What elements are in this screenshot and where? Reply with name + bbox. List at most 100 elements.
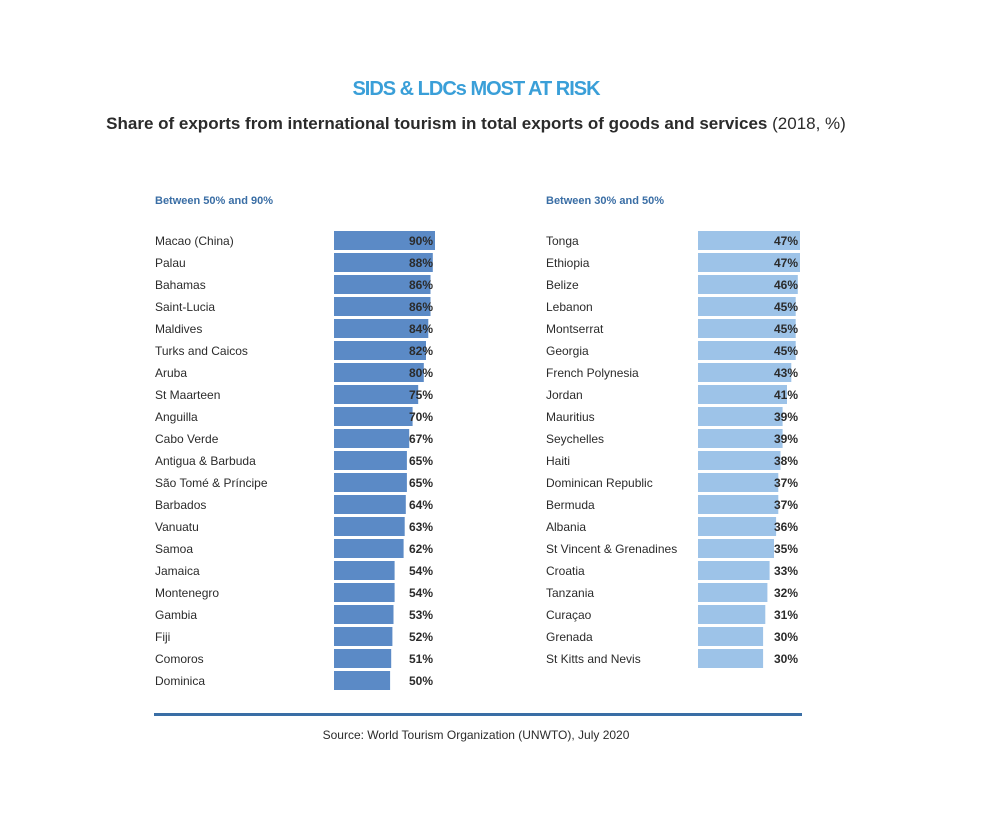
category-label: St Vincent & Grenadines (546, 542, 677, 556)
source-note: Source: World Tourism Organization (UNWT… (322, 728, 630, 742)
category-label: São Tomé & Príncipe (155, 476, 268, 490)
category-label: Lebanon (546, 300, 593, 314)
value-label: 50% (409, 674, 433, 688)
value-label: 90% (409, 234, 433, 248)
value-label: 52% (409, 630, 433, 644)
bar-st-vincent-grenadines (698, 539, 774, 558)
category-label: Dominica (155, 674, 205, 688)
category-label: Maldives (155, 322, 202, 336)
value-label: 33% (774, 564, 798, 578)
value-label: 65% (409, 476, 433, 490)
value-label: 39% (774, 410, 798, 424)
value-label: 39% (774, 432, 798, 446)
value-label: 51% (409, 652, 433, 666)
bar-st-kitts-and-nevis (698, 649, 764, 668)
category-label: Croatia (546, 564, 585, 578)
category-label: Palau (155, 256, 186, 270)
bar-lebanon (698, 297, 796, 316)
bar-fiji (334, 627, 393, 646)
bar-dominican-republic (698, 473, 779, 492)
value-label: 53% (409, 608, 433, 622)
bar-st-maarteen (334, 385, 419, 404)
value-label: 31% (774, 608, 798, 622)
bar-mauritius (698, 407, 783, 426)
category-label: Albania (546, 520, 586, 534)
value-label: 43% (774, 366, 798, 380)
category-label: Vanuatu (155, 520, 199, 534)
value-label: 37% (774, 476, 798, 490)
value-label: 38% (774, 454, 798, 468)
chart-title: SIDS & LDCs MOST AT RISK (352, 78, 600, 100)
chart-subtitle: Share of exports from international tour… (0, 114, 952, 134)
category-label: Turks and Caicos (155, 344, 248, 358)
group-heading-high: Between 50% and 90% (155, 195, 273, 207)
category-label: Jamaica (155, 564, 200, 578)
bar-bermuda (698, 495, 779, 514)
category-label: Samoa (155, 542, 193, 556)
category-label: Tonga (546, 234, 579, 248)
value-label: 67% (409, 432, 433, 446)
category-label: Belize (546, 278, 579, 292)
value-label: 70% (409, 410, 433, 424)
value-label: 86% (409, 278, 433, 292)
category-label: Tanzania (546, 586, 594, 600)
value-label: 65% (409, 454, 433, 468)
bar-palau (334, 253, 433, 272)
bar-bahamas (334, 275, 431, 294)
category-label: Haiti (546, 454, 570, 468)
category-label: Aruba (155, 366, 187, 380)
category-label: Seychelles (546, 432, 604, 446)
category-label: St Maarteen (155, 388, 220, 402)
bar-montenegro (334, 583, 395, 602)
category-label: Saint-Lucia (155, 300, 215, 314)
value-label: 45% (774, 322, 798, 336)
bar-saint-lucia (334, 297, 431, 316)
value-label: 36% (774, 520, 798, 534)
bar-maldives (334, 319, 429, 338)
bar-comoros (334, 649, 392, 668)
category-label: Jordan (546, 388, 583, 402)
subtitle-unit: (2018, %) (772, 114, 846, 133)
category-label: Montenegro (155, 586, 219, 600)
value-label: 35% (774, 542, 798, 556)
bar-vanuatu (334, 517, 405, 536)
value-label: 37% (774, 498, 798, 512)
category-label: Bermuda (546, 498, 595, 512)
bar-s-o-tom-pr-ncipe (334, 473, 407, 492)
value-label: 80% (409, 366, 433, 380)
category-label: Comoros (155, 652, 204, 666)
value-label: 32% (774, 586, 798, 600)
category-label: Cabo Verde (155, 432, 219, 446)
category-label: St Kitts and Nevis (546, 652, 641, 666)
bar-antigua-barbuda (334, 451, 407, 470)
category-label: Fiji (155, 630, 170, 644)
bar-seychelles (698, 429, 783, 448)
category-label: Grenada (546, 630, 593, 644)
bar-cura-ao (698, 605, 766, 624)
value-label: 30% (774, 652, 798, 666)
value-label: 84% (409, 322, 433, 336)
bar-turks-and-caicos (334, 341, 426, 360)
value-label: 46% (774, 278, 798, 292)
value-label: 47% (774, 256, 798, 270)
value-label: 47% (774, 234, 798, 248)
value-label: 45% (774, 344, 798, 358)
value-label: 63% (409, 520, 433, 534)
category-label: Bahamas (155, 278, 206, 292)
category-label: Antigua & Barbuda (155, 454, 256, 468)
value-label: 41% (774, 388, 798, 402)
category-label: Ethiopia (546, 256, 590, 270)
bar-georgia (698, 341, 796, 360)
bar-albania (698, 517, 777, 536)
bar-jordan (698, 385, 787, 404)
category-label: Dominican Republic (546, 476, 653, 490)
bar-grenada (698, 627, 764, 646)
value-label: 30% (774, 630, 798, 644)
value-label: 54% (409, 586, 433, 600)
bar-aruba (334, 363, 424, 382)
value-label: 64% (409, 498, 433, 512)
bar-tonga (698, 231, 800, 250)
category-label: Mauritius (546, 410, 595, 424)
bar-belize (698, 275, 798, 294)
value-label: 86% (409, 300, 433, 314)
